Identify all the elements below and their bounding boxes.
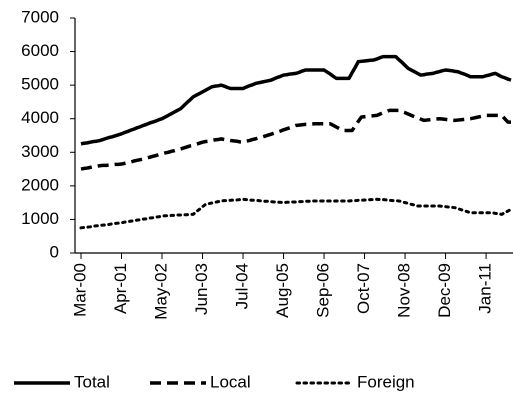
- series-line: [80, 108, 511, 171]
- x-tick-label: May-02: [151, 263, 170, 320]
- legend-label: Total: [74, 372, 110, 391]
- x-tick-label: Aug-05: [273, 263, 292, 318]
- x-tick-label: Dec-09: [435, 263, 454, 318]
- series-line: [80, 54, 512, 146]
- x-tick-label: Mar-00: [70, 263, 89, 317]
- x-tick-label: Jul-04: [233, 263, 252, 309]
- x-tick-label: Sep-06: [314, 263, 333, 318]
- y-tick-label: 5000: [21, 75, 59, 94]
- y-tick-label: 1000: [21, 209, 59, 228]
- y-tick-label: 4000: [21, 108, 59, 127]
- y-tick-label: 7000: [21, 7, 59, 26]
- legend-label: Local: [210, 372, 251, 391]
- x-tick-label: Apr-01: [111, 263, 130, 314]
- x-tick-label: Jun-03: [192, 263, 211, 315]
- x-tick-label: Oct-07: [354, 263, 373, 314]
- y-tick-label: 3000: [21, 142, 59, 161]
- x-tick-label: Nov-08: [395, 263, 414, 318]
- y-tick-label: 2000: [21, 175, 59, 194]
- series-line: [79, 197, 513, 230]
- y-tick-label: 0: [50, 242, 59, 261]
- legend-label: Foreign: [357, 372, 415, 391]
- y-tick-label: 6000: [21, 41, 59, 60]
- x-tick-label: Jan-11: [476, 263, 495, 314]
